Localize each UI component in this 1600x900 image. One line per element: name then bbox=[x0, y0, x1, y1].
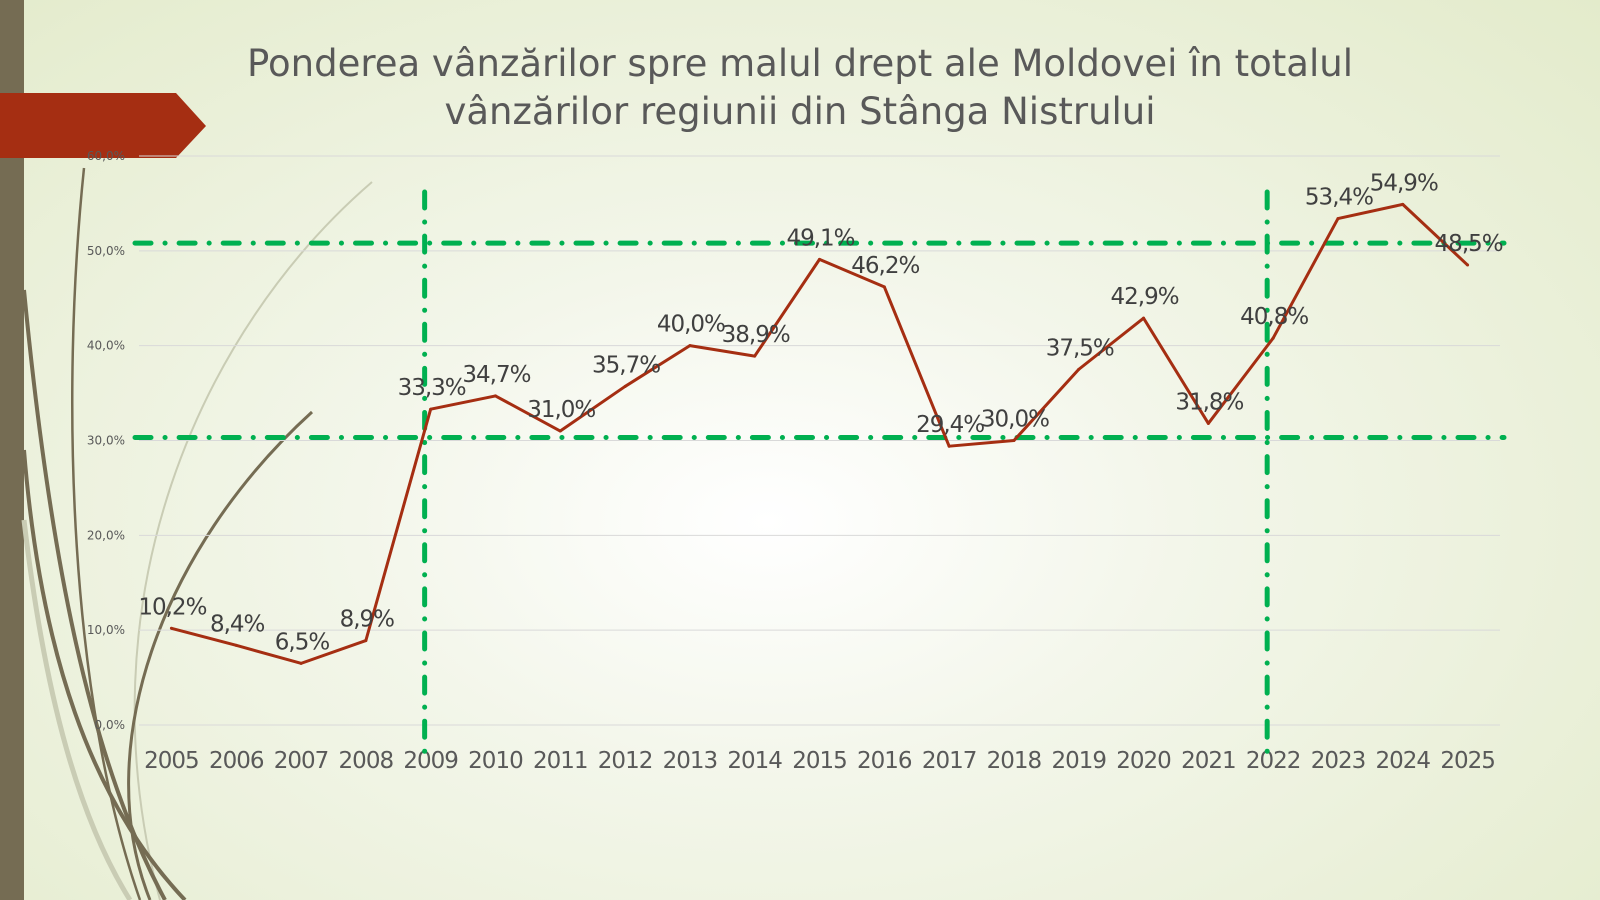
x-tick-label: 2024 bbox=[1376, 748, 1431, 774]
data-label: 31,8% bbox=[1175, 389, 1243, 415]
data-point bbox=[169, 626, 173, 630]
x-tick-label: 2016 bbox=[857, 748, 912, 774]
x-tick-label: 2023 bbox=[1311, 748, 1366, 774]
data-point bbox=[493, 394, 497, 398]
data-point bbox=[364, 639, 368, 643]
y-tick-label: 60,0% bbox=[87, 149, 125, 163]
x-tick-label: 2015 bbox=[792, 748, 847, 774]
data-label: 30,0% bbox=[981, 407, 1049, 433]
data-label: 8,4% bbox=[210, 611, 265, 637]
data-label: 8,9% bbox=[340, 607, 395, 633]
x-tick-label: 2010 bbox=[468, 748, 523, 774]
data-label: 38,9% bbox=[722, 322, 790, 348]
x-tick-label: 2006 bbox=[209, 748, 264, 774]
y-tick-label: 0,0% bbox=[95, 718, 126, 732]
data-label: 49,1% bbox=[786, 225, 854, 251]
data-label: 48,5% bbox=[1435, 231, 1503, 257]
accent-arrow bbox=[0, 93, 206, 158]
x-tick-label: 2012 bbox=[598, 748, 653, 774]
data-point bbox=[818, 257, 821, 261]
x-tick-label: 2009 bbox=[403, 748, 458, 774]
data-point bbox=[429, 407, 433, 411]
data-point bbox=[1142, 316, 1146, 320]
data-label: 40,8% bbox=[1240, 304, 1308, 330]
data-label: 35,7% bbox=[592, 352, 660, 378]
data-label: 42,9% bbox=[1111, 284, 1179, 310]
data-label: 53,4% bbox=[1305, 185, 1373, 211]
x-tick-label: 2008 bbox=[339, 748, 394, 774]
data-point bbox=[882, 285, 886, 289]
data-label: 54,9% bbox=[1370, 170, 1438, 196]
series-line bbox=[171, 202, 1469, 665]
x-tick-label: 2005 bbox=[144, 748, 199, 774]
data-point bbox=[299, 661, 303, 665]
data-point bbox=[558, 429, 562, 433]
x-tick-label: 2011 bbox=[533, 748, 588, 774]
x-tick-label: 2025 bbox=[1440, 748, 1495, 774]
data-point bbox=[947, 444, 951, 448]
x-tick-label: 2022 bbox=[1246, 748, 1301, 774]
data-point bbox=[1077, 367, 1081, 371]
x-tick-label: 2013 bbox=[663, 748, 718, 774]
x-tick-label: 2017 bbox=[922, 748, 977, 774]
x-tick-label: 2014 bbox=[727, 748, 782, 774]
data-label: 37,5% bbox=[1046, 335, 1114, 361]
data-point bbox=[1336, 217, 1340, 221]
data-point bbox=[623, 384, 627, 388]
data-label: 29,4% bbox=[916, 412, 984, 438]
x-tick-label: 2019 bbox=[1051, 748, 1106, 774]
y-tick-label: 30,0% bbox=[87, 434, 125, 448]
data-point bbox=[1206, 421, 1210, 425]
x-tick-label: 2018 bbox=[987, 748, 1042, 774]
y-tick-label: 50,0% bbox=[87, 244, 125, 258]
y-tick-label: 10,0% bbox=[87, 623, 125, 637]
data-point bbox=[1401, 202, 1405, 206]
data-point bbox=[753, 354, 757, 358]
y-tick-label: 20,0% bbox=[87, 528, 125, 542]
data-label: 34,7% bbox=[462, 362, 530, 388]
data-label: 46,2% bbox=[851, 253, 919, 279]
x-tick-label: 2021 bbox=[1181, 748, 1236, 774]
data-label: 31,0% bbox=[527, 397, 595, 423]
data-label: 33,3% bbox=[398, 375, 466, 401]
y-tick-label: 40,0% bbox=[87, 339, 125, 353]
x-tick-label: 2007 bbox=[274, 748, 329, 774]
data-label: 10,2% bbox=[138, 594, 206, 620]
data-point bbox=[234, 643, 238, 647]
x-tick-label: 2020 bbox=[1116, 748, 1171, 774]
data-point bbox=[688, 344, 692, 348]
data-label: 6,5% bbox=[275, 629, 330, 655]
data-point bbox=[1466, 263, 1470, 267]
data-label: 40,0% bbox=[657, 312, 725, 338]
data-point bbox=[1271, 336, 1275, 340]
chart-title: Ponderea vânzărilor spre malul drept ale… bbox=[247, 42, 1353, 133]
data-point bbox=[1012, 439, 1016, 442]
